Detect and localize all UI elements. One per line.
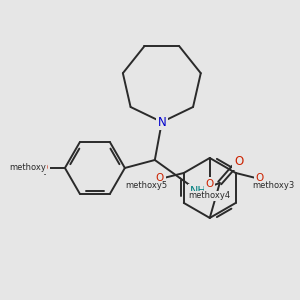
Text: methoxy: methoxy — [10, 164, 46, 172]
Text: methoxy: methoxy — [9, 167, 49, 176]
Text: O: O — [256, 173, 264, 183]
Text: methoxy4: methoxy4 — [189, 191, 231, 200]
Text: O: O — [40, 163, 48, 173]
Text: N: N — [158, 116, 166, 128]
Text: O: O — [206, 179, 214, 189]
Text: methoxy5: methoxy5 — [125, 182, 167, 190]
Text: O: O — [234, 155, 243, 169]
Text: O: O — [40, 163, 48, 173]
Text: methoxy3: methoxy3 — [253, 182, 295, 190]
Text: NH: NH — [189, 186, 206, 196]
Text: O: O — [156, 173, 164, 183]
